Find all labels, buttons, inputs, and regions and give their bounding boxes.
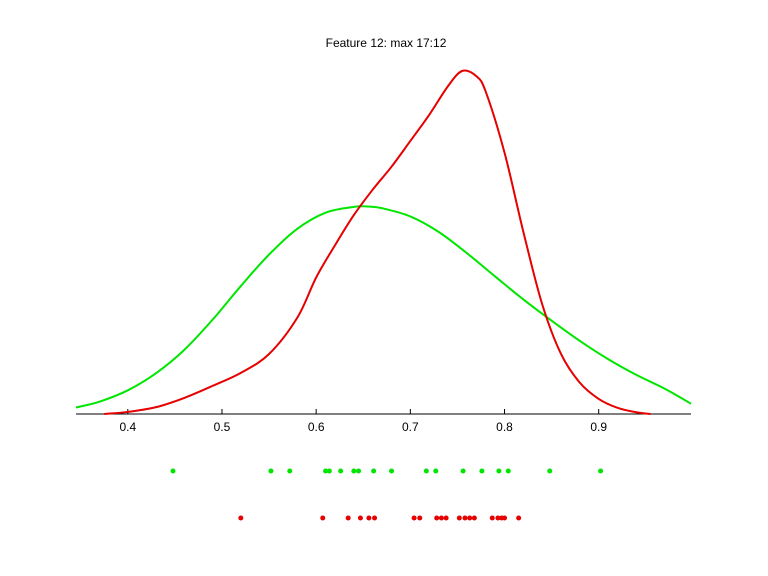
x-tick-label: 0.8 (496, 420, 513, 434)
red-sample-point (411, 515, 417, 521)
red-sample-point (372, 515, 378, 521)
red-sample-point (471, 515, 477, 521)
red-sample-point (417, 515, 423, 521)
green-sample-point (460, 468, 466, 474)
x-tick-label: 0.7 (402, 420, 419, 434)
green-sample-point (371, 468, 377, 474)
red-sample-point (489, 515, 495, 521)
red-sample-point (438, 515, 444, 521)
red-sample-point (462, 515, 468, 521)
green-sample-point (323, 468, 329, 474)
red-sample-point (345, 515, 351, 521)
x-axis-ticks: 0.4 0.5 0.6 0.7 0.8 0.9 (119, 409, 607, 434)
red-sample-point (238, 515, 244, 521)
x-tick-label: 0.4 (119, 420, 136, 434)
green-sample-point (287, 468, 293, 474)
green-sample-point (268, 468, 274, 474)
red-sample-point (456, 515, 462, 521)
density-curves (75, 69, 692, 415)
green-sample-point (547, 468, 553, 474)
green-sample-point (423, 468, 429, 474)
red-sample-point (443, 515, 449, 521)
green-sample-point (496, 468, 502, 474)
green-sample-point (170, 468, 176, 474)
x-tick-label: 0.9 (590, 420, 607, 434)
green-sample-point (505, 468, 511, 474)
red-sample-point (516, 515, 522, 521)
x-tick-label: 0.5 (214, 420, 231, 434)
red-sample-point (434, 515, 440, 521)
red-sample-point (366, 515, 372, 521)
green-sample-point (338, 468, 344, 474)
green-sample-point (351, 468, 357, 474)
x-tick-label: 0.6 (308, 420, 325, 434)
green-sample-point (326, 468, 332, 474)
green-sample-point (356, 468, 362, 474)
chart-title: Feature 12: max 17:12 (326, 36, 447, 50)
green-sample-point (479, 468, 485, 474)
red-sample-point (467, 515, 473, 521)
green-sample-point (389, 468, 395, 474)
sample-points (170, 468, 604, 521)
green-sample-point (598, 468, 604, 474)
green-density-curve (75, 205, 692, 409)
red-sample-point (357, 515, 363, 521)
red-sample-point (495, 515, 501, 521)
green-sample-point (433, 468, 439, 474)
red-sample-point (320, 515, 326, 521)
red-sample-point (502, 515, 508, 521)
red-density-curve (104, 69, 651, 415)
